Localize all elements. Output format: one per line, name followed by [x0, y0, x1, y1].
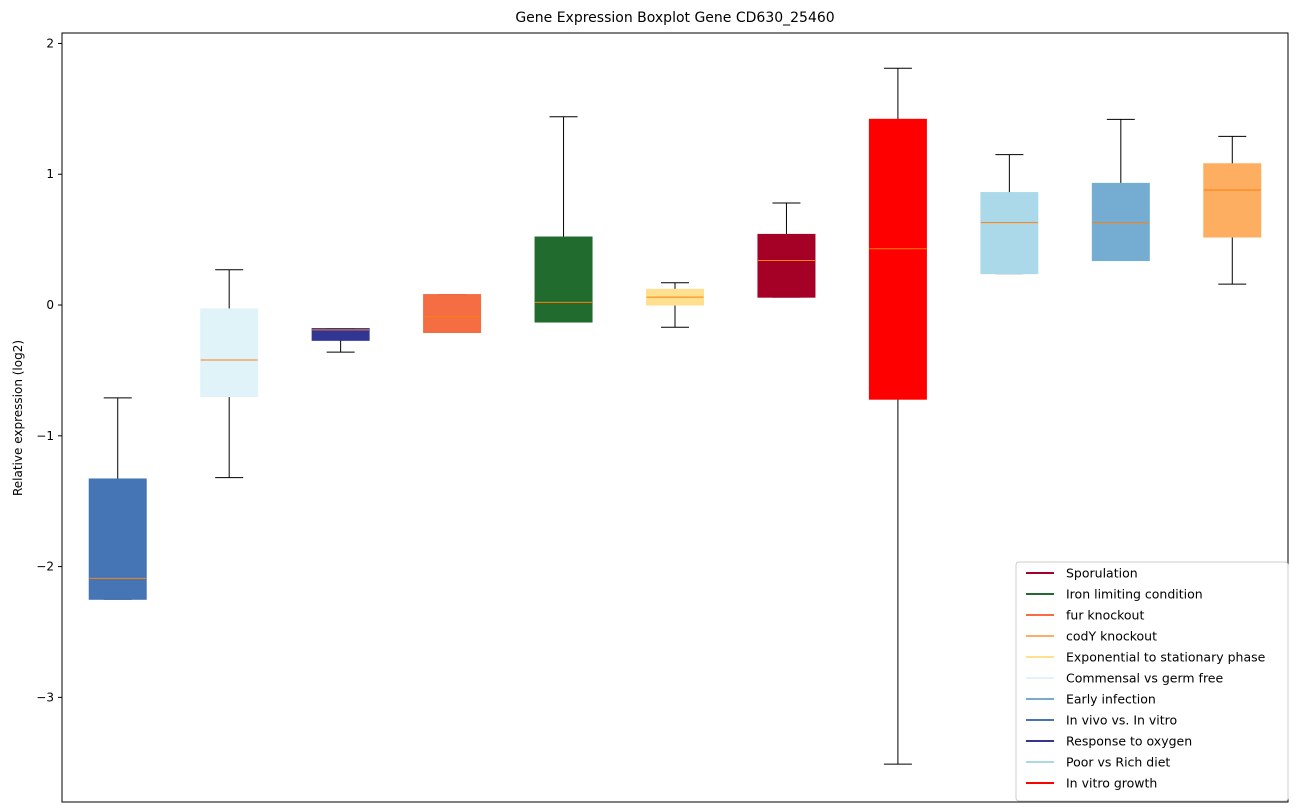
box [868, 118, 927, 400]
box [1091, 182, 1150, 262]
legend-label: Iron limiting condition [1066, 587, 1203, 602]
legend-item: Early infection [1026, 692, 1156, 707]
y-axis-label: Relative expression (log2) [11, 340, 25, 496]
legend-label: Poor vs Rich diet [1066, 755, 1170, 770]
box [1203, 163, 1262, 238]
legend-label: Early infection [1066, 692, 1156, 707]
legend-frame [1015, 561, 1289, 802]
box-group [200, 269, 259, 479]
plot-frame [61, 32, 1289, 803]
box-group [868, 67, 927, 765]
legend-label: Response to oxygen [1066, 734, 1192, 749]
y-tick-label: 2 [46, 36, 54, 50]
legend-item: In vivo vs. In vitro [1026, 713, 1177, 728]
legend-item: codY knockout [1026, 629, 1157, 644]
y-axis: −3 −2 −1 0 1 2 [36, 36, 62, 704]
box-group [980, 154, 1039, 275]
box-group [88, 397, 147, 600]
legend-item: Commensal vs germ free [1026, 671, 1223, 686]
legend-label: codY knockout [1066, 629, 1157, 644]
boxes-layer [88, 67, 1262, 765]
box [311, 328, 370, 341]
y-tick-label: −2 [36, 560, 54, 574]
legend: Sporulation Iron limiting condition fur kn… [1015, 561, 1289, 802]
box-group [646, 282, 704, 328]
box [980, 192, 1039, 275]
legend-item: In vitro growth [1026, 776, 1157, 791]
box-group [757, 202, 816, 298]
legend-label: Sporulation [1066, 566, 1138, 581]
box [88, 478, 147, 600]
legend-item: Iron limiting condition [1026, 587, 1203, 602]
legend-label: fur knockout [1066, 608, 1144, 623]
legend-item: Exponential to stationary phase [1026, 650, 1266, 665]
y-tick-label: 0 [46, 298, 54, 312]
legend-label: Exponential to stationary phase [1066, 650, 1266, 665]
legend-label: In vivo vs. In vitro [1066, 713, 1177, 728]
box [534, 236, 593, 323]
legend-item: Response to oxygen [1026, 734, 1192, 749]
box-group [311, 328, 370, 353]
legend-item: Sporulation [1026, 566, 1138, 581]
legend-item: fur knockout [1026, 608, 1144, 623]
chart-title: Gene Expression Boxplot Gene CD630_25460 [515, 10, 834, 26]
legend-label: Commensal vs germ free [1066, 671, 1223, 686]
y-tick-label: −1 [36, 429, 54, 443]
legend-label: In vitro growth [1066, 776, 1157, 791]
box-group [1203, 135, 1262, 285]
box-group [1091, 118, 1150, 262]
box [200, 308, 259, 398]
legend-item: Poor vs Rich diet [1026, 755, 1170, 770]
box-group [534, 116, 593, 323]
box [423, 294, 482, 333]
box-group [423, 294, 482, 333]
y-tick-label: 1 [46, 167, 54, 181]
y-tick-label: −3 [36, 690, 54, 704]
box [757, 233, 816, 298]
